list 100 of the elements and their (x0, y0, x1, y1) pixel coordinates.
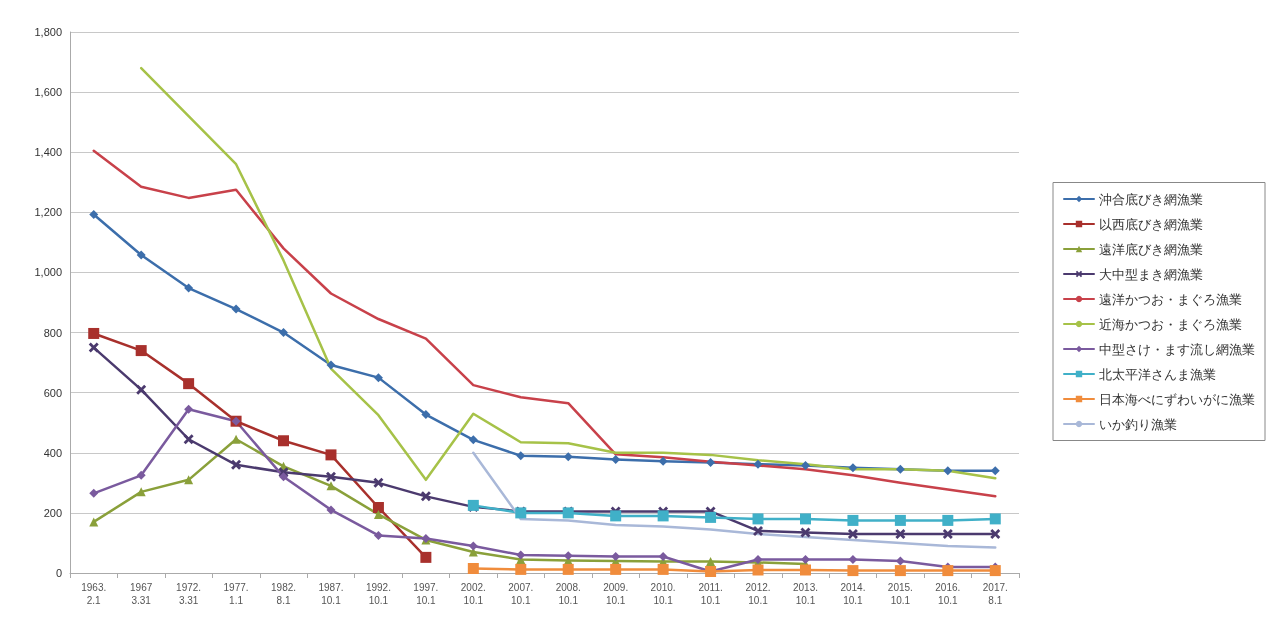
point (706, 457, 716, 467)
point (563, 551, 573, 561)
legend-label: 大中型まき網漁業 (1099, 266, 1203, 282)
point (752, 513, 764, 525)
point (894, 565, 906, 577)
point (231, 434, 241, 444)
point (373, 373, 383, 383)
point (421, 410, 431, 420)
x-tick-label: 1987. 10.1 (318, 582, 344, 606)
line-series (92, 149, 997, 498)
point (611, 551, 621, 561)
point (516, 451, 526, 461)
point (468, 435, 478, 445)
point (325, 449, 337, 461)
x-tick-label: 2008. 10.1 (555, 582, 581, 606)
point (990, 466, 1000, 476)
x-tick-label: 1992. 10.1 (365, 582, 391, 606)
point (942, 528, 953, 539)
point (89, 209, 99, 219)
point (231, 459, 242, 470)
line-series (139, 66, 997, 482)
x-tick-label: 1972. 3.31 (176, 582, 202, 606)
point (799, 513, 811, 525)
legend-label: 遠洋底びき網漁業 (1099, 241, 1203, 257)
point (848, 463, 858, 473)
point (611, 454, 621, 464)
point (135, 345, 147, 357)
point (420, 491, 431, 502)
point (943, 466, 953, 476)
point (231, 304, 241, 314)
point (278, 435, 290, 447)
point (752, 564, 764, 576)
x-tick-label: 2015. 10.1 (887, 582, 913, 606)
point (657, 563, 669, 575)
legend-label: 遠洋かつお・まぐろ漁業 (1099, 291, 1242, 307)
legend-label: 以西底びき網漁業 (1099, 216, 1203, 232)
x-tick-label: 2013. 10.1 (792, 582, 818, 606)
legend-label: 沖合底びき網漁業 (1099, 191, 1203, 207)
point (847, 565, 859, 577)
point (88, 342, 99, 353)
legend-label: 北太平洋さんま漁業 (1099, 366, 1216, 382)
y-tick-label: 400 (43, 446, 62, 459)
point (373, 509, 383, 519)
x-tick-label: 1963. 2.1 (81, 582, 107, 606)
point (183, 378, 195, 390)
y-tick-label: 1,600 (34, 86, 62, 99)
point (563, 452, 573, 462)
legend-label: 近海かつお・まぐろ漁業 (1099, 316, 1242, 332)
point (88, 327, 100, 339)
point (847, 528, 858, 539)
y-tick-label: 800 (43, 326, 62, 339)
x-tick-label: 2009. 10.1 (603, 582, 629, 606)
legend-label: 中型さけ・ます流し網漁業 (1099, 341, 1255, 357)
x-tick-label: 2014. 10.1 (840, 582, 866, 606)
x-tick-label: 1967 3.31 (130, 582, 153, 606)
point (753, 525, 764, 536)
point (325, 471, 336, 482)
point (279, 328, 289, 338)
point (753, 459, 763, 469)
point (136, 250, 146, 260)
point (895, 464, 905, 474)
point (372, 501, 384, 513)
point (136, 384, 147, 395)
point (279, 472, 289, 482)
x-tick-label: 2011. 10.1 (698, 582, 723, 606)
x-tick-label: 2016. 10.1 (935, 582, 961, 606)
point (183, 434, 194, 445)
x-tick-label: 2017. 8.1 (982, 582, 1008, 606)
x-tick-label: 1982. 8.1 (271, 582, 297, 606)
legend-label: 日本海べにずわいがに漁業 (1099, 391, 1255, 407)
point (184, 404, 194, 414)
point (942, 565, 954, 577)
point (847, 514, 859, 526)
x-tick-label: 1977. 1.1 (223, 582, 249, 606)
point (658, 456, 668, 466)
point (705, 511, 717, 523)
legend-label: いか釣り漁業 (1099, 416, 1177, 432)
point (326, 360, 336, 370)
point (373, 530, 383, 540)
point (610, 510, 622, 522)
point (373, 477, 384, 488)
x-tick-label: 2002. 10.1 (460, 582, 486, 606)
point (467, 562, 479, 574)
x-tick-label: 2010. 10.1 (650, 582, 676, 606)
point (990, 528, 1001, 539)
point (800, 460, 810, 470)
line-series (472, 451, 997, 549)
x-tick-label: 2012. 10.1 (745, 582, 771, 606)
y-tick-label: 200 (43, 506, 62, 519)
point (420, 551, 432, 563)
point (326, 481, 336, 491)
point (989, 513, 1001, 525)
point (468, 541, 478, 551)
point (799, 564, 811, 576)
point (800, 527, 811, 538)
y-tick-label: 1,400 (34, 146, 62, 159)
x-tick-label: 1997. 10.1 (413, 582, 439, 606)
point (848, 554, 858, 564)
point (136, 470, 146, 480)
point (895, 528, 906, 539)
